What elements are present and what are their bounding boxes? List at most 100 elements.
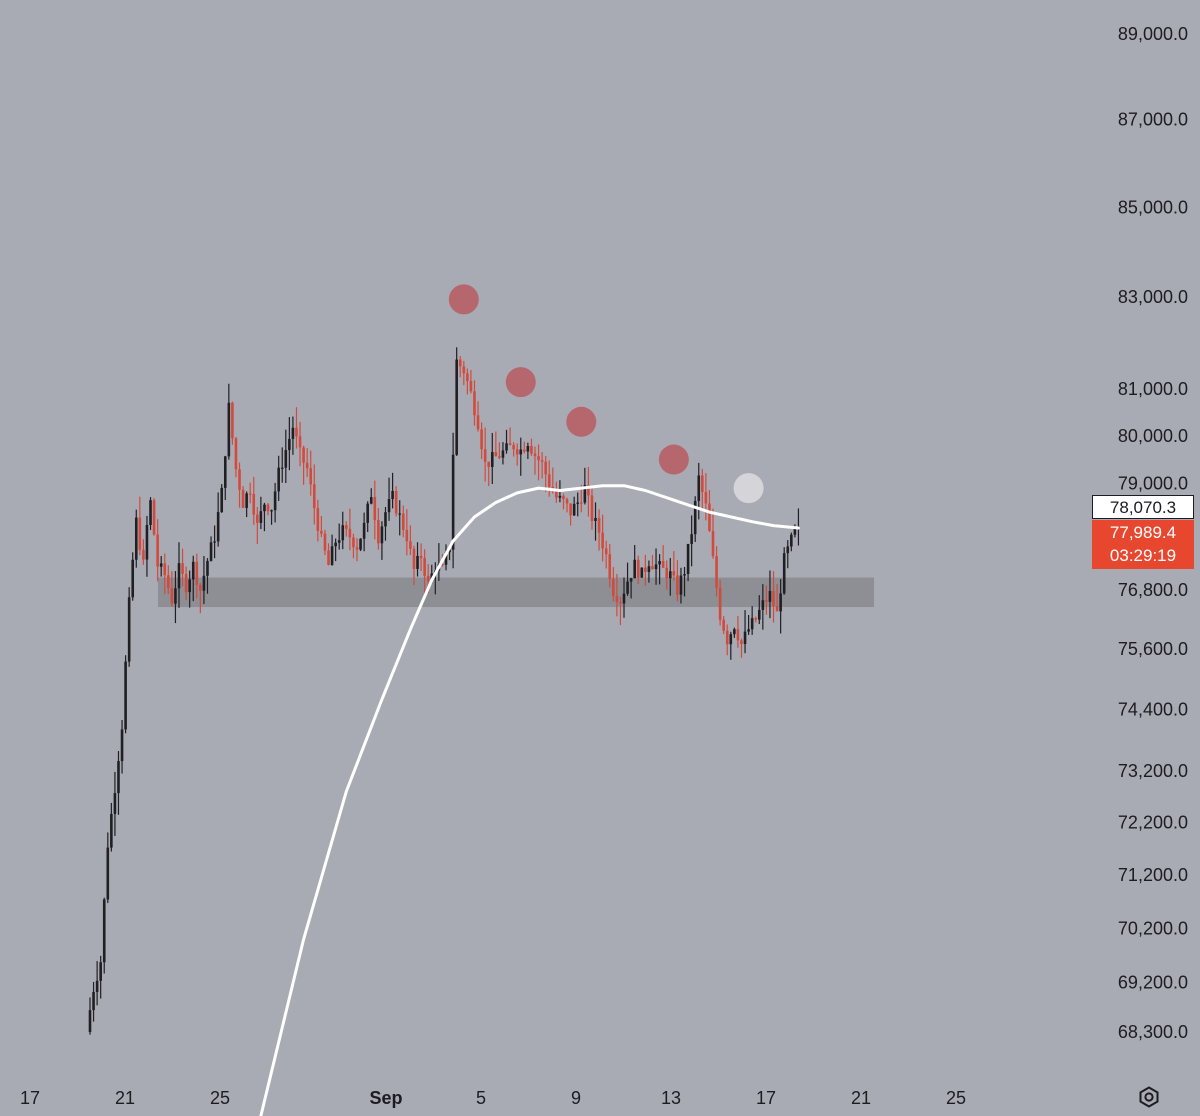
markers-layer — [448, 284, 764, 504]
candle — [544, 456, 547, 493]
candle — [562, 493, 565, 510]
candle-body — [209, 542, 213, 561]
candle — [658, 554, 661, 585]
candle-body — [163, 563, 167, 576]
candle-body — [483, 449, 487, 462]
candle-body — [779, 593, 782, 612]
candle — [369, 488, 373, 505]
candle-body — [181, 563, 184, 574]
candle-body — [391, 490, 394, 500]
candle-body — [480, 429, 483, 450]
candle — [765, 585, 768, 615]
candle — [704, 473, 708, 521]
candle — [177, 542, 181, 608]
x-tick-label: 13 — [661, 1088, 681, 1108]
candle-body — [298, 436, 302, 448]
y-tick-label: 81,000.0 — [1118, 379, 1188, 399]
candle-body — [519, 449, 523, 455]
candle — [715, 546, 718, 597]
candle — [772, 571, 775, 623]
candle-body — [416, 555, 419, 569]
y-tick-label: 70,200.0 — [1118, 919, 1188, 939]
candle — [348, 508, 352, 551]
candle-body — [658, 561, 661, 565]
candle — [412, 545, 416, 586]
candle-body — [736, 629, 740, 641]
candle — [444, 544, 448, 571]
candle-body — [533, 453, 537, 457]
candle-body — [256, 514, 259, 523]
candle-body — [572, 503, 576, 516]
candle — [167, 565, 170, 595]
candle-body — [384, 512, 387, 527]
candle — [405, 509, 409, 556]
candle-body — [505, 443, 508, 451]
y-tick-label: 80,000.0 — [1118, 426, 1188, 446]
candle-body — [715, 556, 718, 588]
candle — [668, 558, 672, 596]
candle — [216, 492, 220, 547]
candle — [718, 579, 722, 626]
candle — [523, 441, 526, 454]
moving-average-value: 78,070.3 — [1109, 498, 1177, 517]
candle-body — [555, 491, 558, 498]
y-axis[interactable]: 89,000.0 87,000.0 85,000.0 83,000.0 81,000.0… — [1118, 24, 1188, 1042]
candle — [487, 461, 491, 487]
candle-body — [754, 618, 758, 620]
y-tick-label: 76,800.0 — [1118, 580, 1188, 600]
candle-body — [473, 391, 476, 416]
candle — [124, 655, 127, 734]
candle — [213, 525, 216, 559]
candle — [409, 525, 412, 556]
candle-body — [273, 491, 277, 511]
support-zone — [158, 577, 874, 608]
candle-body — [701, 475, 704, 492]
candle-body — [583, 485, 587, 503]
y-tick-label: 83,000.0 — [1118, 287, 1188, 307]
candle-body — [530, 446, 533, 454]
candle — [736, 615, 740, 648]
candle-body — [348, 528, 352, 538]
candle — [683, 566, 686, 597]
candle-body — [426, 575, 430, 582]
candle — [327, 543, 330, 566]
y-tick-label: 71,200.0 — [1118, 865, 1188, 885]
candle-body — [793, 527, 797, 535]
candle-body — [241, 489, 245, 508]
candle-body — [102, 899, 106, 963]
settings-icon[interactable] — [1136, 1084, 1162, 1110]
candle — [679, 567, 683, 604]
candle-body — [462, 366, 466, 374]
candle-body — [266, 504, 270, 512]
candle-body — [569, 503, 572, 516]
candle — [394, 486, 398, 517]
candle — [743, 610, 747, 654]
candle — [740, 638, 743, 658]
y-tick-label: 75,600.0 — [1118, 639, 1188, 659]
candle-body — [651, 566, 654, 570]
x-axis[interactable]: 17 21 25 Sep 5 9 13 17 21 25 — [20, 1088, 966, 1108]
candle-body — [601, 532, 604, 549]
candle-body — [558, 495, 562, 498]
bar-countdown: 03:29:19 — [1109, 546, 1177, 565]
candle — [270, 509, 273, 525]
candle — [387, 477, 391, 521]
candle-body — [451, 454, 455, 550]
candle-body — [288, 438, 291, 451]
candle — [227, 383, 231, 460]
candle — [490, 432, 494, 484]
candle-body — [394, 490, 398, 514]
x-tick-label: 21 — [851, 1088, 871, 1108]
candle-body — [167, 575, 170, 589]
candle-body — [626, 581, 629, 594]
candle — [106, 832, 110, 904]
y-tick-label: 87,000.0 — [1118, 110, 1188, 130]
candle-body — [124, 661, 127, 730]
candle — [533, 446, 537, 475]
candle — [629, 577, 633, 599]
candle-body — [441, 563, 444, 566]
candle — [263, 502, 266, 532]
candle-body — [284, 450, 288, 468]
